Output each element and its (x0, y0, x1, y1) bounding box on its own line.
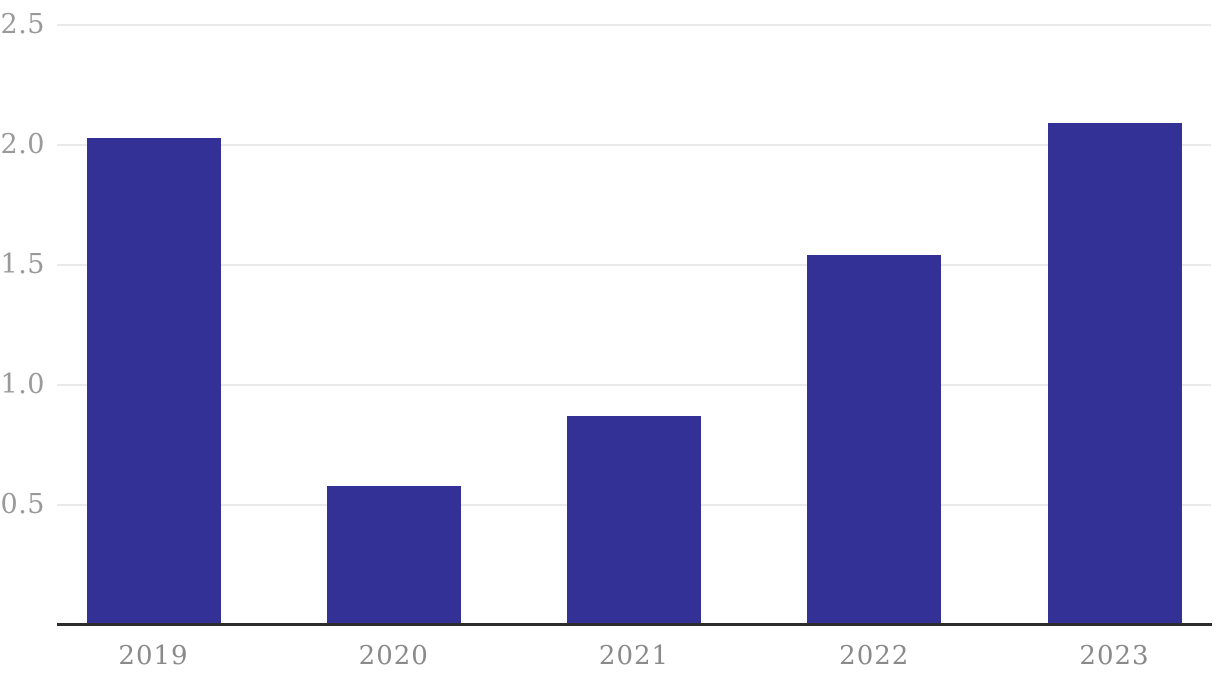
bar-2023 (1047, 123, 1182, 625)
bar-2021 (567, 416, 701, 625)
x-tick-label: 2023 (1079, 641, 1150, 671)
x-tick-label: 2019 (118, 641, 189, 671)
y-tick-label: 1.5 (0, 248, 45, 280)
bar-2022 (807, 255, 942, 625)
bar-2019 (86, 137, 221, 625)
x-tick-label: 2022 (839, 641, 910, 671)
y-tick-label: 0.5 (0, 488, 45, 520)
y-tick-label: 2.0 (0, 128, 45, 160)
x-axis-line (57, 623, 1212, 626)
x-tick-label: 2020 (358, 641, 429, 671)
gridline (57, 384, 1211, 386)
x-tick-label: 2021 (598, 641, 670, 671)
gridline (57, 24, 1211, 26)
bar-2020 (326, 485, 461, 625)
y-tick-label: 1.0 (0, 368, 45, 400)
y-tick-label: 2.5 (0, 8, 45, 40)
gridline (57, 144, 1211, 146)
gridline (57, 264, 1211, 266)
